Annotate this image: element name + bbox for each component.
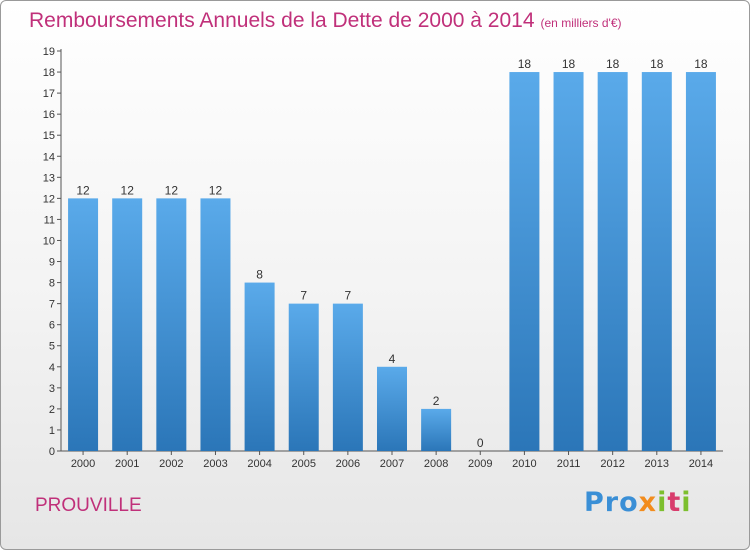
bar-2002 — [156, 198, 187, 451]
data-label-2003: 12 — [209, 183, 223, 197]
x-tick-label: 2011 — [557, 458, 581, 470]
y-tick-label: 3 — [49, 383, 55, 395]
chart-title: Remboursements Annuels de la Dette de 20… — [29, 9, 622, 33]
bar-2004 — [244, 282, 275, 451]
x-tick-label: 2005 — [291, 458, 315, 470]
x-tick-label: 2006 — [336, 458, 360, 470]
y-tick-label: 6 — [49, 320, 55, 332]
y-tick-label: 13 — [43, 172, 55, 184]
x-tick-label: 2003 — [203, 458, 227, 470]
data-label-2004: 8 — [256, 268, 263, 282]
data-label-2011: 18 — [562, 57, 576, 71]
x-tick-label: 2014 — [689, 458, 713, 470]
unit-label: (en milliers d'€) — [540, 16, 622, 30]
data-label-2002: 12 — [165, 183, 179, 197]
bar-2008 — [421, 408, 452, 451]
y-tick-label: 7 — [49, 299, 55, 311]
x-axis: 2000 2001 2002 2003 2004 2005 2006 2007 2008 2009… — [61, 450, 723, 470]
x-tick-label: 2001 — [115, 458, 139, 470]
y-tick-label: 9 — [49, 257, 55, 269]
x-tick-label: 2013 — [645, 458, 669, 470]
y-tick-label: 0 — [49, 446, 55, 458]
y-tick-label: 2 — [49, 404, 55, 416]
bar-2013 — [641, 72, 672, 451]
bar-2012 — [597, 72, 628, 451]
location-label: PROUVILLE — [35, 495, 142, 516]
bar-2010 — [509, 72, 540, 451]
data-label-2001: 12 — [121, 183, 135, 197]
title-text: Remboursements Annuels de la Dette de 20… — [29, 9, 535, 32]
data-label-2013: 18 — [650, 57, 664, 71]
y-tick-label: 11 — [44, 214, 55, 226]
x-tick-label: 2007 — [380, 458, 404, 470]
data-label-2014: 18 — [694, 57, 708, 71]
proxiti-logo: Proxiti — [584, 487, 692, 518]
data-label-2000: 12 — [76, 183, 90, 197]
bar-2011 — [553, 72, 584, 451]
y-tick-label: 4 — [49, 362, 55, 374]
bar-2003 — [200, 198, 231, 451]
data-label-2010: 18 — [518, 57, 532, 71]
data-label-2008: 2 — [433, 394, 440, 408]
y-tick-label: 15 — [43, 130, 55, 142]
x-tick-label: 2009 — [468, 458, 492, 470]
x-tick-label: 2010 — [512, 458, 536, 470]
y-tick-label: 14 — [43, 151, 55, 163]
y-tick-label: 10 — [43, 235, 55, 247]
x-tick-label: 2004 — [247, 458, 271, 470]
data-label-2007: 4 — [389, 352, 396, 366]
y-tick-label: 16 — [43, 109, 55, 121]
y-tick-label: 17 — [43, 88, 55, 100]
data-label-2005: 7 — [300, 289, 307, 303]
bar-2005 — [288, 303, 319, 451]
x-tick-label: 2000 — [71, 458, 95, 470]
y-tick-label: 18 — [43, 67, 55, 79]
x-tick-label: 2008 — [424, 458, 448, 470]
y-tick-label: 12 — [43, 193, 55, 205]
bar-2007 — [377, 366, 407, 451]
data-label-2006: 7 — [345, 289, 352, 303]
data-label-2009: 0 — [477, 436, 484, 450]
bar-2006 — [332, 303, 363, 451]
bar-2001 — [112, 198, 143, 451]
y-tick-label: 5 — [49, 341, 55, 353]
y-tick-label: 19 — [43, 46, 55, 58]
data-label-2012: 18 — [606, 57, 620, 71]
x-tick-label: 2012 — [600, 458, 624, 470]
x-tick-label: 2002 — [159, 458, 183, 470]
bar-2014 — [685, 72, 716, 451]
y-tick-label: 1 — [49, 425, 55, 437]
y-tick-label: 8 — [49, 278, 55, 290]
bar-2000 — [68, 198, 99, 451]
bars: 12 12 12 12 8 7 7 4 2 0 18 18 18 18 18 — [68, 57, 716, 451]
